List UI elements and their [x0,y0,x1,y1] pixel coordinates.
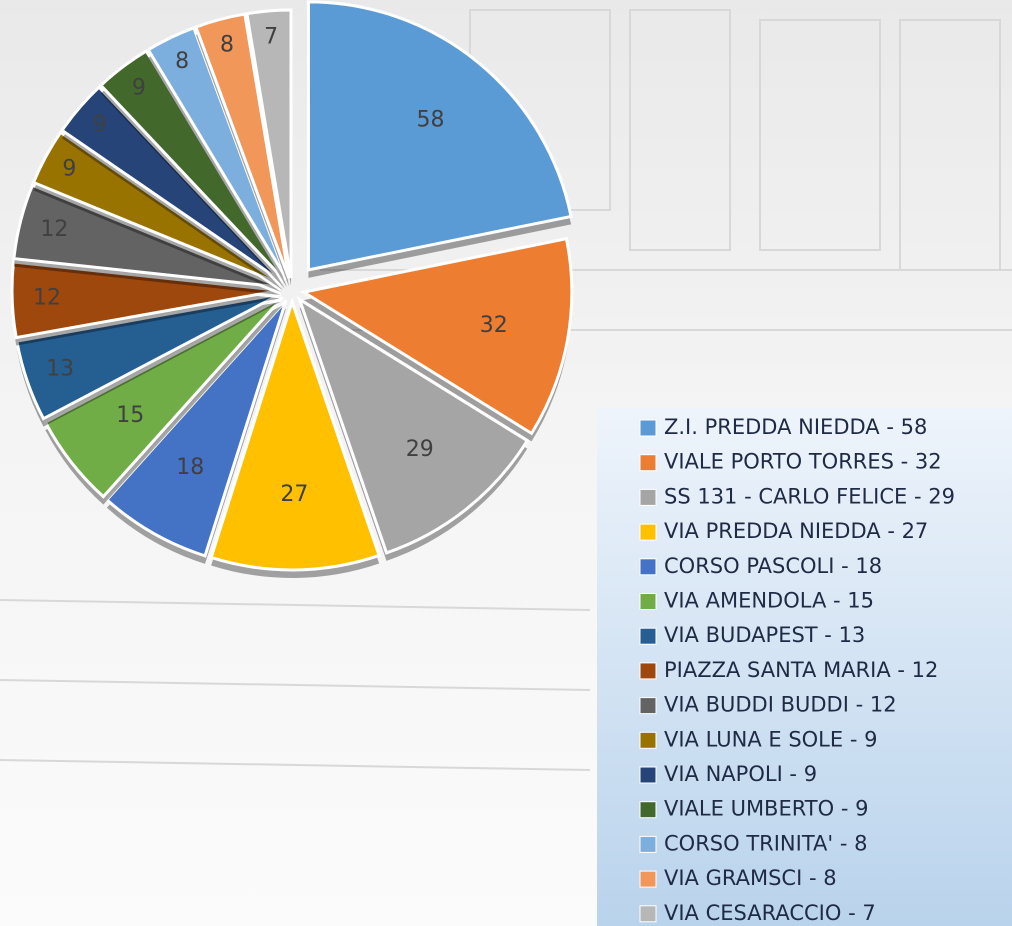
legend-label: VIA GRAMSCI - 8 [664,866,837,890]
legend-label: VIA AMENDOLA - 15 [664,589,874,613]
legend-label: CORSO PASCOLI - 18 [664,554,882,578]
legend: Z.I. PREDDA NIEDDA - 58 VIALE PORTO TORRE… [639,415,955,925]
slice [146,25,289,280]
slice [194,12,291,279]
data-label: 27 [280,482,308,507]
legend-label: VIA PREDDA NIEDDA - 27 [664,519,928,543]
data-label: 15 [116,403,144,428]
legend-swatch [639,766,657,784]
legend-swatch [639,419,657,437]
slice [12,183,281,289]
data-label: 8 [175,49,189,74]
data-label: 9 [132,75,146,100]
legend-swatch [639,488,657,506]
legend-label: Z.I. PREDDA NIEDDA - 58 [664,415,927,439]
legend-label: VIA BUDDI BUDDI - 12 [664,693,897,717]
legend-label: VIA CESARACCIO - 7 [664,901,876,925]
data-label: 32 [480,313,508,338]
legend-swatch [639,454,657,472]
slice [43,296,284,499]
data-label: 9 [62,156,76,181]
slice [245,8,293,279]
slice [104,299,288,558]
legend-label: VIA LUNA E SOLE - 9 [664,727,877,751]
data-label: 12 [40,217,68,242]
legend-swatch [639,558,657,576]
legend-swatch [639,593,657,610]
legend-label: PIAZZA SANTA MARIA - 12 [664,658,938,682]
slice [209,297,382,572]
slice [59,85,284,284]
data-label: 12 [33,286,61,311]
slice [296,295,530,555]
legend-label: VIA BUDAPEST - 13 [664,623,865,647]
data-label: 9 [93,112,107,137]
legend-label: VIALE UMBERTO - 9 [664,797,868,821]
data-label: 13 [46,357,74,382]
data-label: 18 [176,455,204,480]
legend-swatch [639,697,657,715]
data-label: 7 [264,25,278,50]
data-label: 8 [220,32,234,57]
legend-label: CORSO TRINITA' - 8 [664,831,867,855]
data-label: 29 [406,437,434,462]
slice [10,260,281,340]
legend-label: VIALE PORTO TORRES - 32 [664,450,942,474]
legend-swatch [639,523,657,541]
slice [15,292,282,421]
legend-label: SS 131 - CARLO FELICE - 29 [664,484,955,508]
legend-swatch [639,801,657,819]
slice [98,48,287,282]
slice [306,0,573,272]
slice [299,236,574,436]
legend-swatch [639,905,657,923]
legend-swatch [639,627,657,645]
legend-swatch [639,662,657,680]
legend-swatch [639,835,657,853]
legend-label: VIA NAPOLI - 9 [664,762,817,786]
legend-box [597,408,1012,926]
legend-swatch [639,731,657,749]
data-label: 58 [417,107,445,132]
legend-swatch [639,870,657,888]
slice [31,130,283,286]
